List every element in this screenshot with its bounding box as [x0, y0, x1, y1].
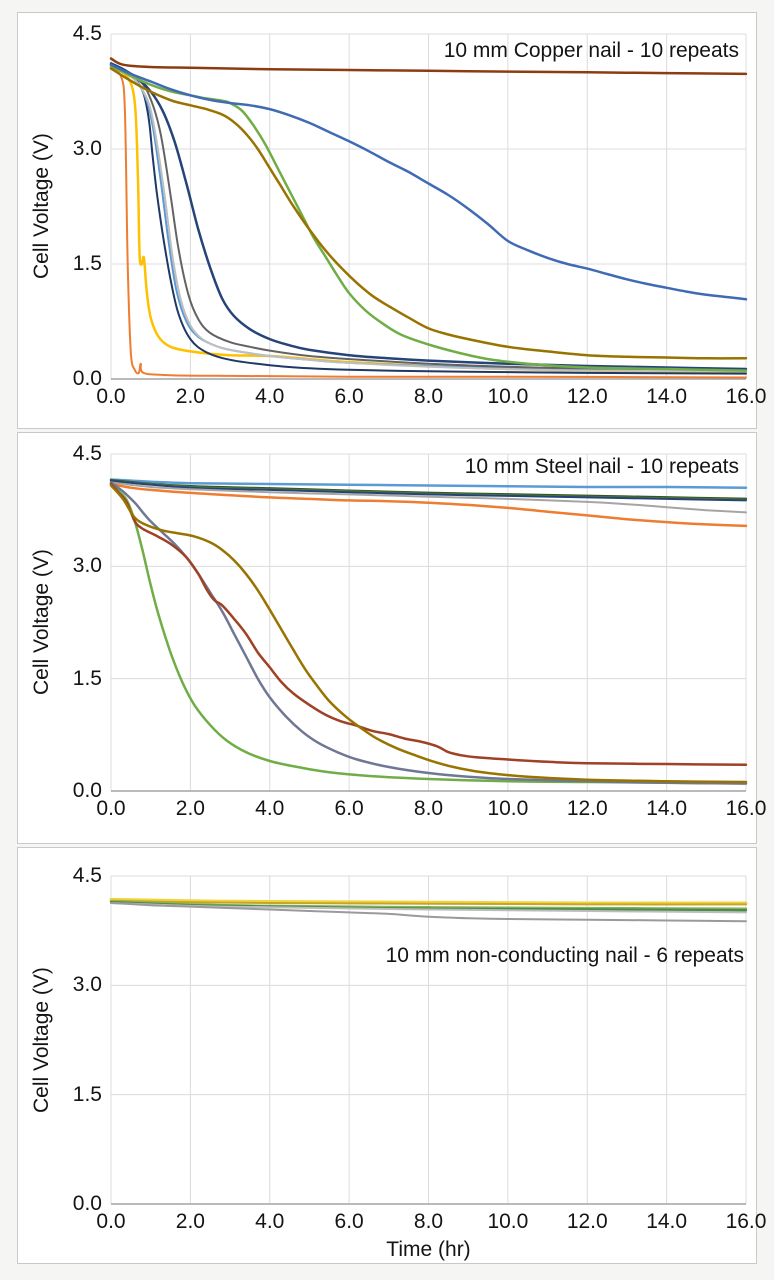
x-tick-label: 8.0: [413, 1210, 444, 1233]
chart-canvas: [109, 33, 748, 380]
x-tick-label: 12.0: [566, 1210, 608, 1233]
y-tick-label: 1.5: [72, 252, 102, 275]
y-axis-title: Cell Voltage (V): [30, 967, 53, 1113]
series-path-repeat-darkgray: [110, 63, 747, 371]
x-tick-label: 14.0: [646, 1210, 688, 1233]
series-path-repeat-flat-brown: [109, 57, 748, 76]
x-axis-title: Time (hr): [386, 1238, 471, 1261]
x-axis-ticks: 0.0 2.0 4.0 6.0 8.0 10.0 12.0 14.0 16.0: [96, 1210, 766, 1236]
y-tick-label: 0.0: [72, 367, 102, 390]
chart-canvas: [109, 453, 748, 792]
x-tick-label: 2.0: [175, 385, 205, 408]
x-tick-label: 6.0: [334, 1210, 364, 1233]
series-path-repeat-blue-slow: [109, 63, 748, 301]
chart-title: 10 mm Copper nail - 10 repeats: [443, 39, 739, 62]
x-tick-label: 8.0: [413, 797, 444, 820]
x-tick-label: 12.0: [566, 385, 608, 408]
series-path-repeat-olive-drop: [109, 484, 748, 784]
x-tick-label: 14.0: [646, 385, 688, 408]
series-path-repeat-slate-drop: [109, 481, 748, 785]
chart-title: 10 mm Steel nail - 10 repeats: [464, 455, 739, 478]
x-tick-label: 16.0: [725, 385, 767, 408]
x-tick-label: 4.0: [255, 797, 285, 820]
chart-panel-non-conducting: Cell Voltage (V) 0.0 1.5 3.0 4.5 10 mm non-…: [17, 847, 766, 1264]
plot-area: 10 mm non-conducting nail - 6 repeats: [109, 875, 748, 1205]
x-tick-label: 0.0: [96, 385, 126, 408]
x-tick-label: 12.0: [566, 797, 608, 820]
x-tick-label: 6.0: [334, 797, 364, 820]
series-path-repeat-gray-flat: [110, 481, 747, 514]
x-axis-ticks: 0.0 2.0 4.0 6.0 8.0 10.0 12.0 14.0 16.0: [96, 797, 766, 823]
x-tick-label: 4.0: [255, 385, 285, 408]
y-axis-title: Cell Voltage (V): [30, 549, 53, 696]
y-tick-label: 3.0: [72, 554, 102, 578]
y-tick-label: 1.5: [72, 666, 102, 690]
series-path-repeat-navy-2: [109, 62, 748, 371]
series-path-repeat-darkred-drop: [109, 482, 748, 767]
x-tick-label: 2.0: [175, 797, 205, 820]
series-path-repeat-lightblue-flat: [109, 478, 748, 489]
chart-panel-copper: Cell Voltage (V) 0.0 1.5 3.0 4.5 10 mm Copp…: [17, 12, 766, 429]
y-tick-label: 4.5: [72, 22, 102, 45]
series-path-repeat-green-drop: [109, 482, 748, 785]
x-tick-label: 16.0: [725, 1210, 767, 1233]
series-path-repeat-navy-flat: [110, 479, 747, 502]
chart-panel-steel: Cell Voltage (V) 0.0 1.5 3.0 4.5 10 mm Stee…: [17, 432, 766, 844]
x-tick-label: 6.0: [334, 385, 364, 408]
x-tick-label: 14.0: [646, 797, 688, 820]
series-path-repeat-orange-flat: [109, 482, 748, 528]
x-axis-ticks: 0.0 2.0 4.0 6.0 8.0 10.0 12.0 14.0 16.0: [96, 385, 766, 411]
x-tick-label: 8.0: [413, 385, 444, 408]
y-tick-label: 3.0: [72, 137, 102, 160]
x-tick-label: 0.0: [96, 1210, 126, 1233]
chart-canvas: [109, 875, 748, 1205]
series-path-repeat-gray-drift: [110, 901, 747, 923]
x-tick-label: 10.0: [487, 385, 529, 408]
plot-area: 10 mm Steel nail - 10 repeats: [109, 453, 748, 792]
plot-area: 10 mm Copper nail - 10 repeats: [109, 33, 748, 380]
y-tick-label: 4.5: [72, 442, 102, 465]
series-path-repeat-yellow-flat: [109, 897, 748, 905]
series-path-repeat-orange-fast: [110, 67, 747, 379]
y-tick-label: 1.5: [72, 1082, 102, 1106]
y-tick-label: 4.5: [72, 864, 102, 887]
x-tick-label: 10.0: [487, 1210, 529, 1233]
chart-title: 10 mm non-conducting nail - 6 repeats: [385, 944, 744, 967]
y-tick-label: 0.0: [72, 1192, 102, 1215]
series-path-repeat-olive: [109, 67, 748, 360]
y-axis-ticks: 0.0 1.5 3.0 4.5: [55, 864, 102, 1215]
y-tick-label: 3.0: [72, 973, 102, 997]
series-path-repeat-gold-flat: [110, 899, 747, 906]
y-axis-title: Cell Voltage (V): [30, 133, 53, 280]
x-tick-label: 4.0: [255, 1210, 285, 1233]
y-axis-ticks: 0.0 1.5 3.0 4.5: [55, 442, 102, 802]
y-axis-ticks: 0.0 1.5 3.0 4.5: [55, 22, 102, 390]
x-tick-label: 2.0: [175, 1210, 205, 1233]
x-tick-label: 16.0: [725, 797, 767, 820]
series-path-repeat-lightgray: [110, 64, 747, 373]
x-tick-label: 0.0: [96, 797, 126, 820]
series-path-repeat-navy-steep: [110, 62, 747, 375]
y-tick-label: 0.0: [72, 779, 102, 802]
x-tick-label: 10.0: [487, 797, 529, 820]
